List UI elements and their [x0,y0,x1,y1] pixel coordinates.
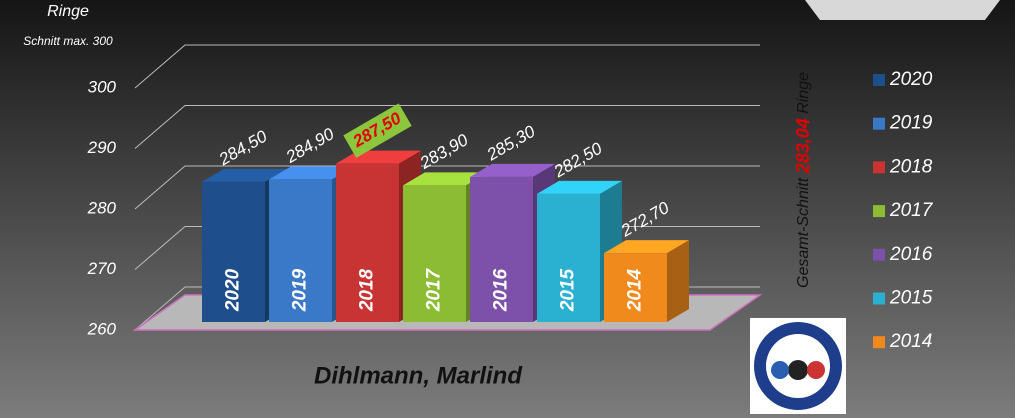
bar [604,253,667,322]
legend-label: 2019 [889,113,933,134]
legend-swatch [873,292,885,305]
bar-top [470,163,555,177]
bar [336,163,399,322]
grid-line [134,105,760,149]
legend-swatch [873,336,885,349]
y-tick-label: 260 [87,319,117,338]
y-tick-label: 290 [87,138,117,157]
bar [269,179,332,322]
legend-label: 2016 [889,244,933,265]
bar-top [604,240,689,254]
bar [202,181,265,322]
legend-label: 2020 [889,69,933,90]
legend-swatch [873,205,885,218]
bar [403,185,466,322]
bar-top [202,168,287,182]
bar-category-label: 2017 [424,267,445,312]
annotation-text: Ringe [795,72,812,118]
grid-line [134,44,760,89]
y-tick-label: 270 [87,259,117,278]
value-label-box [343,103,412,158]
bar-category-label: 2016 [491,268,512,312]
annotation: Gesamt-Schnitt 283,04 Ringe [793,72,813,288]
y-tick-label: 280 [87,198,117,217]
legend-label: 2018 [889,156,933,177]
corner-photo [805,0,1000,20]
legend-label: 2017 [889,200,934,221]
bar [537,193,600,322]
bar-category-label: 2019 [290,268,311,312]
club-logo [750,318,846,414]
bar [470,176,533,322]
axis-subtitle: Schnitt max. 300 [23,34,113,48]
chart-title: Dihlmann, Marlind [314,362,523,389]
bar-category-label: 2014 [625,268,646,312]
grid-line [134,165,760,210]
bar-category-label: 2020 [223,268,244,312]
legend-swatch [873,161,885,174]
bar-category-label: 2015 [558,268,579,312]
legend-label: 2014 [889,331,932,352]
bar-category-label: 2018 [357,268,378,312]
legend-swatch [873,248,885,261]
legend-swatch [873,117,885,130]
bar-top [269,166,354,180]
bar-top [537,180,622,194]
bar-side [667,240,689,322]
legend-swatch [873,74,885,86]
axis-title: Ringe [47,3,89,20]
annotation-text: Gesamt-Schnitt [795,173,812,288]
y-tick-label: 300 [88,77,117,96]
annotation-value: 283,04 [793,118,813,174]
legend-label: 2015 [889,288,933,309]
bar-top [403,172,488,186]
